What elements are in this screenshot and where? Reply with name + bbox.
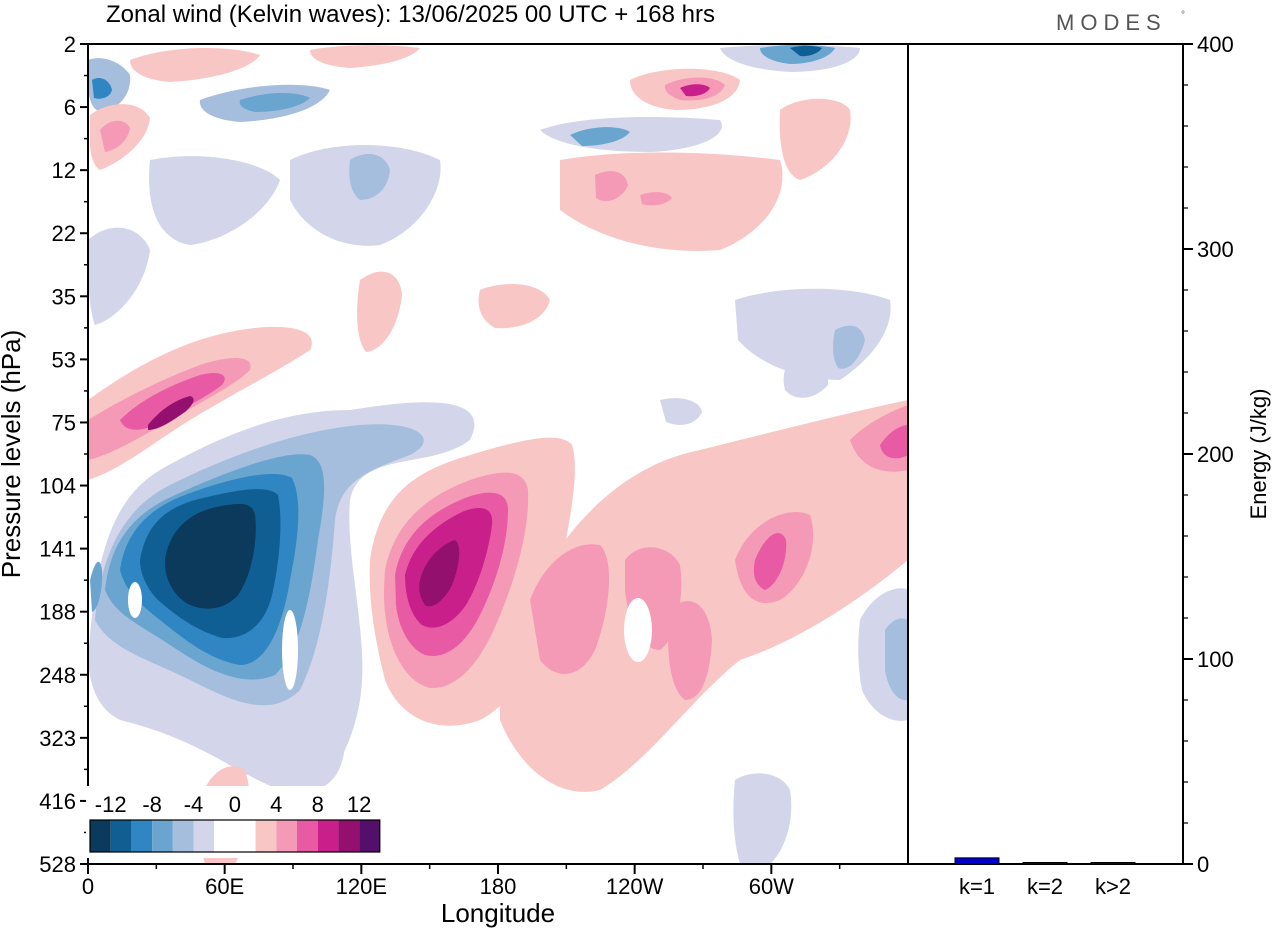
colorbar-swatch [297, 820, 318, 852]
y-tick-label: 75 [52, 410, 76, 435]
y-tick-label: 323 [39, 726, 76, 751]
colorbar-swatch [172, 820, 194, 852]
y-tick-label: 6 [64, 95, 76, 120]
energy-category-label: k>2 [1095, 874, 1131, 899]
colorbar-swatch [255, 820, 277, 852]
y-axis-ticks: 2 6 12 22 35 53 75 104 141 188 248 323 416 528 [39, 32, 88, 877]
energy-panel-frame [907, 43, 1184, 865]
contour-field [88, 44, 908, 864]
energy-bars: k=1 k=2 k>2 [954, 857, 1136, 899]
colorbar-label: 8 [312, 792, 324, 817]
energy-tick-label: 200 [1197, 442, 1234, 467]
energy-tick-label: 0 [1197, 852, 1209, 877]
y-tick-label: 248 [39, 663, 76, 688]
y-axis-label: Pressure levels (hPa) [0, 330, 26, 579]
colorbar-label: -12 [95, 792, 127, 817]
colorbar-legend: -12 -8 -4 0 4 8 12 [86, 786, 384, 858]
x-tick-label: 180 [480, 874, 517, 899]
energy-bar [1090, 862, 1136, 865]
y-tick-label: 2 [64, 32, 76, 57]
colorbar-outline [89, 819, 381, 853]
colorbar-label: 4 [270, 792, 282, 817]
colorbar-swatch [234, 820, 256, 852]
colorbar-swatch [152, 820, 173, 852]
colorbar-swatch [338, 820, 360, 852]
x-axis-ticks: 0 60E 120E 180 120W 60W [82, 864, 841, 899]
chart-title: Zonal wind (Kelvin waves): 13/06/2025 00… [106, 1, 715, 28]
colorbar-swatch [193, 820, 215, 852]
colorbar-label: -8 [142, 792, 162, 817]
colorbar-swatch [90, 820, 111, 852]
y-tick-label: 104 [39, 474, 76, 499]
negative-anomaly-region [88, 402, 475, 792]
colorbar-swatch [131, 820, 153, 852]
energy-tick-label: 300 [1197, 237, 1234, 262]
colorbar-swatch [214, 820, 235, 852]
y-tick-label: 528 [39, 852, 76, 877]
brand-logo: MODES [1056, 10, 1167, 35]
colorbar-swatch [110, 820, 132, 852]
colorbar-label: 12 [347, 792, 371, 817]
y-tick-label: 416 [39, 789, 76, 814]
y-tick-label: 141 [39, 537, 76, 562]
energy-category-label: k=2 [1027, 874, 1063, 899]
y-tick-label: 22 [52, 221, 76, 246]
energy-axis-label: Energy (J/kg) [1246, 389, 1271, 520]
energy-tick-label: 100 [1197, 647, 1234, 672]
x-tick-label: 120E [336, 874, 387, 899]
y-tick-label: 12 [52, 158, 76, 183]
energy-category-label: k=1 [959, 874, 995, 899]
y-tick-label: 53 [52, 347, 76, 372]
x-tick-label: 0 [82, 874, 94, 899]
colorbar-label: -4 [184, 792, 204, 817]
x-tick-label: 120W [606, 874, 664, 899]
colorbar-swatch [359, 820, 380, 852]
energy-tick-label: 400 [1197, 32, 1234, 57]
x-axis-label: Longitude [441, 898, 555, 928]
brand-mark: ° [1181, 10, 1185, 21]
x-tick-label: 60E [205, 874, 244, 899]
y-tick-label: 188 [39, 600, 76, 625]
energy-axis-ticks: 0 100 200 300 400 [1183, 32, 1234, 877]
energy-bar [954, 857, 1000, 865]
x-tick-label: 60W [749, 874, 794, 899]
colorbar-swatch [317, 820, 339, 852]
y-tick-label: 35 [52, 284, 76, 309]
energy-bar [1022, 862, 1068, 865]
colorbar-label: 0 [229, 792, 241, 817]
colorbar-swatch [276, 820, 297, 852]
